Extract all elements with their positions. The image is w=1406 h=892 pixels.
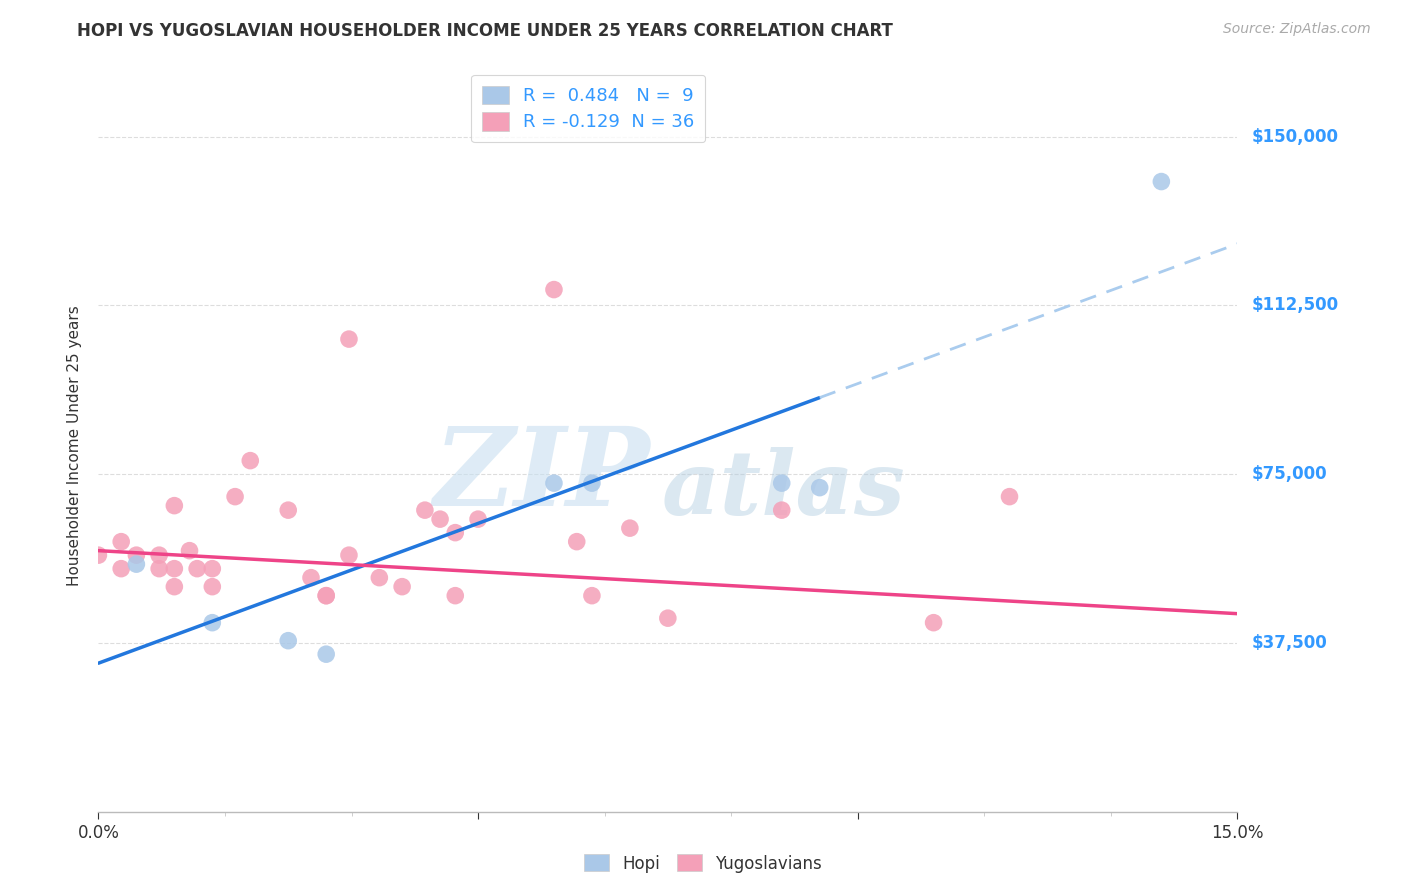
Point: [581, 476, 603, 491]
Point: [413, 503, 436, 517]
Point: [148, 548, 170, 562]
Point: [391, 580, 413, 594]
Point: [239, 453, 262, 467]
Point: [148, 562, 170, 576]
Point: [657, 611, 679, 625]
Point: [1150, 175, 1173, 189]
Point: [581, 589, 603, 603]
Point: [163, 499, 186, 513]
Point: [467, 512, 489, 526]
Point: [125, 557, 148, 571]
Text: $112,500: $112,500: [1251, 296, 1339, 314]
Text: $75,000: $75,000: [1251, 465, 1327, 483]
Point: [565, 534, 588, 549]
Point: [315, 647, 337, 661]
Point: [299, 571, 322, 585]
Point: [163, 580, 186, 594]
Point: [87, 548, 110, 562]
Point: [163, 562, 186, 576]
Point: [179, 543, 201, 558]
Point: [337, 548, 360, 562]
Point: [224, 490, 246, 504]
Point: [770, 503, 793, 517]
Point: [315, 589, 337, 603]
Point: [922, 615, 945, 630]
Point: [110, 562, 132, 576]
Text: Source: ZipAtlas.com: Source: ZipAtlas.com: [1223, 22, 1371, 37]
Point: [543, 283, 565, 297]
Point: [277, 503, 299, 517]
Text: ZIP: ZIP: [434, 422, 651, 529]
Point: [315, 589, 337, 603]
Legend: R =  0.484   N =  9, R = -0.129  N = 36: R = 0.484 N = 9, R = -0.129 N = 36: [471, 75, 706, 142]
Point: [125, 548, 148, 562]
Point: [543, 476, 565, 491]
Text: $37,500: $37,500: [1251, 634, 1327, 652]
Point: [444, 525, 467, 540]
Point: [368, 571, 391, 585]
Point: [337, 332, 360, 346]
Point: [110, 534, 132, 549]
Point: [444, 589, 467, 603]
Text: $150,000: $150,000: [1251, 128, 1339, 145]
Point: [277, 633, 299, 648]
Point: [429, 512, 451, 526]
Point: [808, 481, 831, 495]
Point: [186, 562, 208, 576]
Point: [619, 521, 641, 535]
Legend: Hopi, Yugoslavians: Hopi, Yugoslavians: [578, 847, 828, 880]
Point: [201, 562, 224, 576]
Point: [998, 490, 1021, 504]
Point: [201, 615, 224, 630]
Point: [201, 580, 224, 594]
Text: atlas: atlas: [662, 447, 905, 533]
Text: HOPI VS YUGOSLAVIAN HOUSEHOLDER INCOME UNDER 25 YEARS CORRELATION CHART: HOPI VS YUGOSLAVIAN HOUSEHOLDER INCOME U…: [77, 22, 893, 40]
Point: [770, 476, 793, 491]
Y-axis label: Householder Income Under 25 years: Householder Income Under 25 years: [67, 306, 83, 586]
